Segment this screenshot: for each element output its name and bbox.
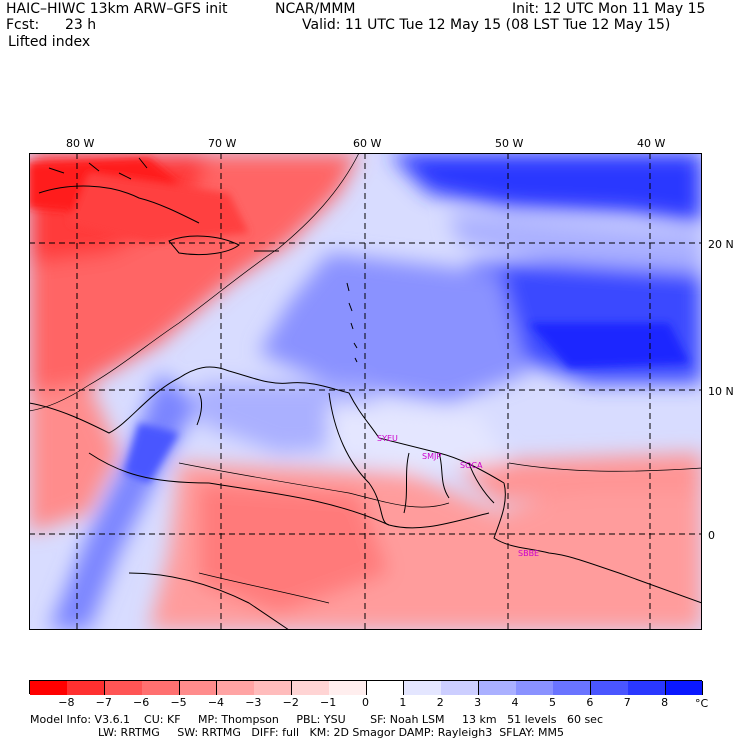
lon-label: 70 W [208,137,237,150]
colorbar-swatch [291,681,330,695]
init-time: Init: 12 UTC Mon 11 May 15 [512,1,706,17]
colorbar-tick: −8 [58,696,75,709]
colorbar [29,680,704,695]
colorbar-tick: 8 [661,696,669,709]
map-frame [29,153,702,630]
colorbar-tick: −3 [245,696,262,709]
model-info-line-2: LW: RRTMG SW: RRTMG DIFF: full KM: 2D Sm… [98,726,564,739]
colorbar-swatch [30,681,68,695]
field-detail [29,158,689,483]
forecast-hour: 23 h [65,17,97,33]
colorbar-swatch [67,681,106,695]
colorbar-unit: °C [695,697,709,710]
colorbar-tick: 2 [436,696,444,709]
colorbar-tick: 5 [548,696,556,709]
lat-lon-grid [29,153,702,630]
coastlines [29,157,702,630]
station-label: SYEU [377,434,398,443]
lifted-index-map: SYEU SMJP SOCA SBBE [29,153,702,630]
field-contours [29,153,702,604]
colorbar-swatch [628,681,667,695]
colorbar-swatch [329,681,367,695]
colorbar-swatch [179,681,218,695]
lon-label: 40 W [637,137,666,150]
field-name: Lifted index [8,34,91,50]
station-label: SMJP [422,452,441,461]
colorbar-swatch [478,681,517,695]
colorbar-swatch [254,681,293,695]
forecast-label: Fcst: [6,17,40,33]
lat-label: 20 N [708,238,734,251]
colorbar-tick: −2 [282,696,299,709]
colorbar-tick: −6 [133,696,150,709]
colorbar-swatch [553,681,592,695]
colorbar-tick: −1 [320,696,337,709]
lon-label: 50 W [495,137,524,150]
colorbar-swatch [665,681,704,695]
colorbar-tick: 3 [474,696,482,709]
lat-label: 0 [708,529,715,542]
colorbar-swatch [403,681,442,695]
colorbar-swatch [441,681,480,695]
colorbar-swatch [216,681,255,695]
colorbar-tick: 6 [586,696,594,709]
model-title: HAIC–HIWC 13km ARW–GFS init [6,1,228,17]
colorbar-tick: −4 [207,696,225,709]
colorbar-tick: 7 [623,696,631,709]
colorbar-swatch [366,681,405,695]
station-label: SOCA [460,461,483,470]
colorbar-swatch [516,681,554,695]
colorbar-tick: 0 [362,696,369,709]
station-labels: SYEU SMJP SOCA SBBE [377,434,539,558]
colorbar-tick: 1 [399,696,407,709]
lon-label: 80 W [66,137,95,150]
colorbar-tick: 4 [511,696,519,709]
colorbar-tick: −5 [170,696,187,709]
model-info-line-1: Model Info: V3.6.1 CU: KF MP: Thompson P… [30,713,603,726]
colorbar-swatch [590,681,629,695]
colorbar-swatch [142,681,181,695]
colorbar-tick: −7 [95,696,112,709]
org-label: NCAR/MMM [275,1,356,17]
station-label: SBBE [518,549,539,558]
colorbar-swatch [104,681,143,695]
valid-time: Valid: 11 UTC Tue 12 May 15 (08 LST Tue … [302,17,671,33]
lat-label: 10 N [708,385,734,398]
lon-label: 60 W [353,137,382,150]
